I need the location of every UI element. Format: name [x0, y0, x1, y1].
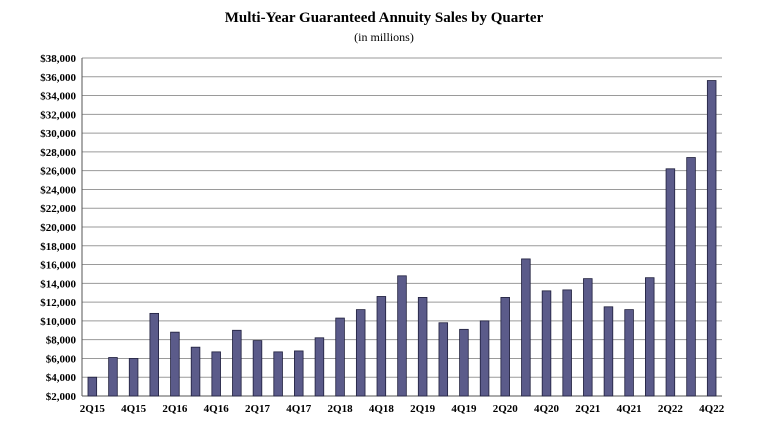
y-tick-label: $36,000: [40, 72, 76, 84]
bar-1Q16: [149, 312, 159, 397]
bar-2Q18: [335, 317, 345, 397]
bar-2Q16: [170, 331, 180, 397]
bar-2Q19: [417, 297, 428, 397]
bar-3Q22: [686, 157, 696, 397]
bar-3Q16: [190, 346, 201, 397]
bar-4Q22: [706, 80, 717, 397]
y-tick-label: $12,000: [40, 297, 76, 309]
bar-3Q21: [603, 306, 614, 397]
x-tick-label: 2Q16: [162, 403, 188, 415]
y-tick-label: $18,000: [40, 241, 76, 253]
x-tick-label: 2Q20: [493, 403, 519, 415]
bar-2Q15: [87, 376, 98, 397]
bar-4Q15: [128, 358, 139, 397]
bar-3Q15: [108, 357, 118, 397]
y-tick-label: $32,000: [40, 109, 76, 121]
bar-4Q18: [376, 296, 387, 397]
bar-2Q21: [583, 278, 593, 397]
y-tick-label: $34,000: [40, 91, 76, 103]
x-tick-label: 2Q18: [328, 403, 354, 415]
y-tick-label: $30,000: [40, 128, 76, 140]
y-tick-label: $22,000: [40, 203, 76, 215]
bar-3Q19: [438, 322, 449, 397]
y-tick-label: $14,000: [40, 278, 76, 290]
bar-1Q18: [314, 337, 325, 397]
chart-title: Multi-Year Guaranteed Annuity Sales by Q…: [224, 10, 544, 26]
chart-subtitle: (in millions): [354, 30, 414, 44]
x-tick-label: 2Q15: [80, 403, 106, 415]
y-tick-label: $26,000: [40, 166, 76, 178]
y-tick-label: $16,000: [40, 260, 76, 272]
x-tick-label: 2Q22: [658, 403, 684, 415]
y-tick-label: $10,000: [40, 316, 76, 328]
bar-2Q22: [665, 168, 676, 397]
x-tick-label: 4Q21: [617, 403, 642, 415]
x-tick-label: 4Q19: [451, 403, 477, 415]
bar-4Q20: [541, 290, 552, 397]
bar-3Q20: [521, 258, 531, 397]
y-tick-label: $8,000: [46, 335, 77, 347]
bar-3Q17: [273, 351, 283, 397]
x-tick-label: 4Q17: [286, 403, 312, 415]
bar-2Q20: [500, 297, 510, 397]
bar-1Q20: [479, 320, 490, 397]
y-tick-label: $2,000: [46, 391, 77, 403]
y-tick-label: $28,000: [40, 147, 76, 159]
x-tick-label: 2Q19: [410, 403, 436, 415]
bar-2Q17: [252, 340, 263, 397]
bar-1Q22: [645, 277, 655, 397]
y-tick-label: $4,000: [46, 372, 77, 384]
x-tick-label: 4Q20: [534, 403, 560, 415]
bar-4Q21: [624, 309, 634, 397]
bar-1Q17: [232, 329, 242, 397]
bar-3Q18: [355, 309, 366, 397]
x-tick-label: 4Q18: [369, 403, 395, 415]
bar-4Q19: [459, 328, 469, 397]
x-tick-label: 4Q15: [121, 403, 147, 415]
bar-4Q17: [294, 350, 304, 397]
y-tick-label: $24,000: [40, 184, 76, 196]
x-tick-label: 2Q21: [575, 403, 600, 415]
bar-1Q19: [397, 275, 407, 397]
bar-1Q21: [562, 289, 572, 397]
bar-4Q16: [211, 351, 221, 397]
y-tick-label: $38,000: [40, 53, 76, 65]
x-tick-label: 4Q16: [204, 403, 230, 415]
x-tick-label: 2Q17: [245, 403, 271, 415]
y-tick-label: $20,000: [40, 222, 76, 234]
y-tick-label: $6,000: [46, 353, 77, 365]
x-tick-label: 4Q22: [699, 403, 725, 415]
